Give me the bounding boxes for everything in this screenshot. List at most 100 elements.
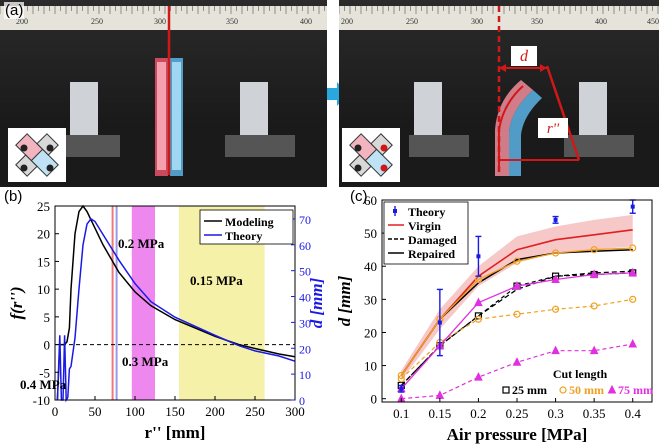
legend-label: Modeling [225,215,274,229]
x-axis-label: r'' [mm] [145,423,206,442]
series-repaired [400,248,633,376]
marker-triangle [512,280,522,290]
chart-c: 0.1 0.15 0.2 0.25 0.3 0.35 0.4 0 10 20 30 40 50 60 Air… [335,193,653,444]
y2-tick-label: 0 [299,394,305,408]
panel-a-label: (a) [4,2,25,19]
marker-triangle [512,357,522,366]
y-axis-label: f(r'') [7,286,26,319]
y-tick-label: 40 [364,259,377,274]
band-0 [131,206,155,400]
series-theory [56,217,296,403]
marker-triangle [474,372,483,381]
marker-triangle [474,297,483,307]
y-tick-label: -10 [33,393,50,408]
annotation: 0.15 MPa [190,273,243,288]
y-tick-label: 50 [364,226,377,241]
legend-box [199,209,294,245]
theory-point [437,320,442,325]
ruler-label: 200 [341,17,353,26]
marker-circle [629,295,637,303]
photo-left-scene: 200 250 300 350 400 [0,0,327,187]
cut-legend-label: 50 mm [569,383,604,397]
virgin-band [401,214,633,381]
marker-circle [513,257,521,265]
legend-label: Theory [408,205,445,219]
x-tick-label: 0.3 [547,406,563,421]
chart-b: 0 50 100 150 200 250 300-10-505101520250102030… [7,199,326,442]
x-axis-label: Air pressure [MPa] [447,425,588,444]
y-tick-label: 10 [364,359,377,374]
y2-tick-label: 60 [299,239,311,253]
y-tick-label: 60 [364,193,377,208]
x-tick-label: 0.15 [428,406,451,421]
marker-circle [590,246,598,254]
ruler-label: 450 [647,17,659,26]
y2-tick-label: 10 [299,368,311,382]
marker-circle [629,244,637,252]
ruler-label: 200 [16,17,28,26]
marker-triangle [551,345,560,355]
marker-circle [590,302,598,310]
cut-legend-label: 75 mm [618,383,653,397]
annotation: 0.3 MPa [122,354,169,369]
x-tick-label: 150 [165,404,185,419]
legend-label: Theory [225,229,262,243]
marker-triangle [551,274,560,283]
panel-c-label: (c) [350,188,368,205]
marker-triangle [435,390,445,399]
legend-label: Virgin [408,219,441,233]
cut-legend-label: 25 mm [512,383,547,397]
marker-circle [551,305,560,313]
photo-right-scene: 200 250 300 350 400 450 d r'' [339,0,659,187]
transition-arrow [327,82,348,106]
theory-point [630,204,635,209]
y-tick-label: 20 [37,227,50,242]
marker-circle [397,371,405,380]
x-tick-label: 250 [245,404,265,419]
theory-point [553,217,558,222]
ruler-label: 400 [300,17,312,26]
y-tick-label: 25 [37,199,50,214]
marker-square [502,386,510,394]
y-tick-label: 0 [44,338,51,353]
ruler-label: 300 [154,17,166,26]
theory-point [476,254,481,259]
cross-section-icon [8,128,66,182]
cut-length-title: Cut length [553,367,608,381]
x-tick-label: 50 [89,404,102,419]
y2-tick-label: 50 [299,265,311,279]
r-label: r'' [547,121,560,137]
y-tick-label: -5 [39,365,50,380]
marker-triangle [628,338,638,348]
marker-circle [559,386,567,394]
x-tick-label: 200 [205,404,225,419]
series-50-mm [400,298,633,380]
marker-triangle [589,345,599,355]
y-tick-label: 15 [37,254,50,269]
annotation: 0.4 MPa [20,377,67,392]
ruler-label: 250 [91,17,103,26]
legend-swatch [393,209,397,213]
cross-section-icon-damaged [342,128,400,182]
x-tick-label: 0.2 [470,406,486,421]
x-tick-label: 0.25 [506,406,529,421]
ruler-label: 250 [406,17,418,26]
marker-circle [474,315,483,323]
ruler-label: 400 [595,17,607,26]
y2-tick-label: 30 [299,316,311,330]
actuator-bent [495,80,533,176]
panel-b-label: (b) [4,188,23,205]
y-tick-label: 10 [37,282,50,297]
y-tick-label: 0 [371,392,378,407]
marker-triangle [589,269,599,279]
marker-triangle [628,267,638,277]
legend-label: Damaged [408,233,457,247]
photo-right: 200 250 300 350 400 450 d r'' [339,0,659,187]
x-tick-label: 0 [52,404,59,419]
photo-left: 200 250 300 350 400 (a) [0,0,327,187]
ruler-label: 350 [531,17,543,26]
y-tick-label: 30 [364,292,377,307]
y2-axis-label: d [mm] [307,277,326,328]
